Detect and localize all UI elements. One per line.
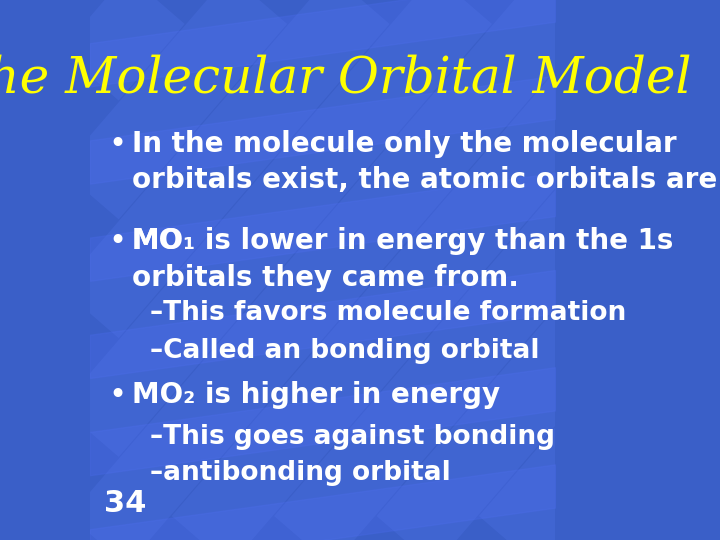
Text: –This favors molecule formation: –This favors molecule formation <box>150 300 626 326</box>
Text: MO₁ is lower in energy than the 1s
orbitals they came from.: MO₁ is lower in energy than the 1s orbit… <box>132 227 673 292</box>
Text: MO: MO <box>132 227 183 255</box>
Text: –antibonding orbital: –antibonding orbital <box>150 460 451 486</box>
Text: •: • <box>109 227 127 256</box>
Text: –Called an bonding orbital: –Called an bonding orbital <box>150 338 540 363</box>
Text: In the molecule only the molecular
orbitals exist, the atomic orbitals are gone: In the molecule only the molecular orbit… <box>132 130 720 194</box>
Text: •: • <box>109 130 127 159</box>
Text: The Molecular Orbital Model: The Molecular Orbital Model <box>0 54 691 104</box>
Text: 34: 34 <box>104 489 146 518</box>
Text: –This goes against bonding: –This goes against bonding <box>150 424 555 450</box>
Text: MO₂ is higher in energy: MO₂ is higher in energy <box>132 381 500 409</box>
Text: •: • <box>109 381 127 410</box>
